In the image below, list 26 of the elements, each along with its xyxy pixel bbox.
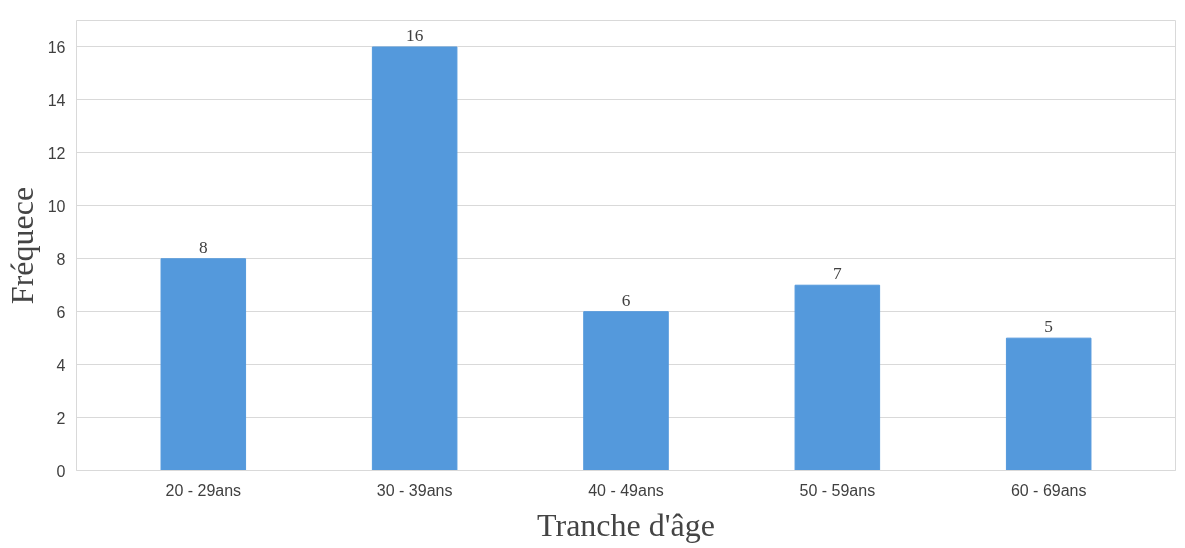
y-tick-label: 16 <box>47 38 66 56</box>
bar <box>583 311 669 471</box>
data-label: 8 <box>198 237 208 257</box>
y-axis-title: Fréquece <box>3 186 40 305</box>
bar <box>794 284 881 471</box>
y-tick-label: 4 <box>56 356 66 374</box>
data-label: 5 <box>1044 317 1054 337</box>
data-label: 6 <box>621 290 631 310</box>
y-tick-label: 8 <box>56 250 66 268</box>
data-label: 16 <box>405 25 424 45</box>
x-tick-label: 40 - 49ans <box>588 481 664 499</box>
y-tick-label: 10 <box>47 197 66 215</box>
x-tick-label: 20 - 29ans <box>165 481 242 499</box>
x-axis-title: Tranche d'âge <box>537 506 715 543</box>
bar <box>371 46 458 471</box>
bar <box>1005 337 1092 471</box>
y-tick-label: 0 <box>56 462 66 480</box>
y-tick-label: 12 <box>47 144 66 162</box>
data-label: 7 <box>833 264 843 284</box>
y-tick-label: 14 <box>47 91 66 109</box>
x-tick-label: 50 - 59ans <box>799 481 876 499</box>
x-tick-label: 30 - 39ans <box>376 481 453 499</box>
y-tick-label: 6 <box>56 303 66 321</box>
x-tick-label: 60 - 69ans <box>1010 481 1087 499</box>
y-tick-label: 2 <box>56 409 66 427</box>
bar <box>160 258 247 471</box>
